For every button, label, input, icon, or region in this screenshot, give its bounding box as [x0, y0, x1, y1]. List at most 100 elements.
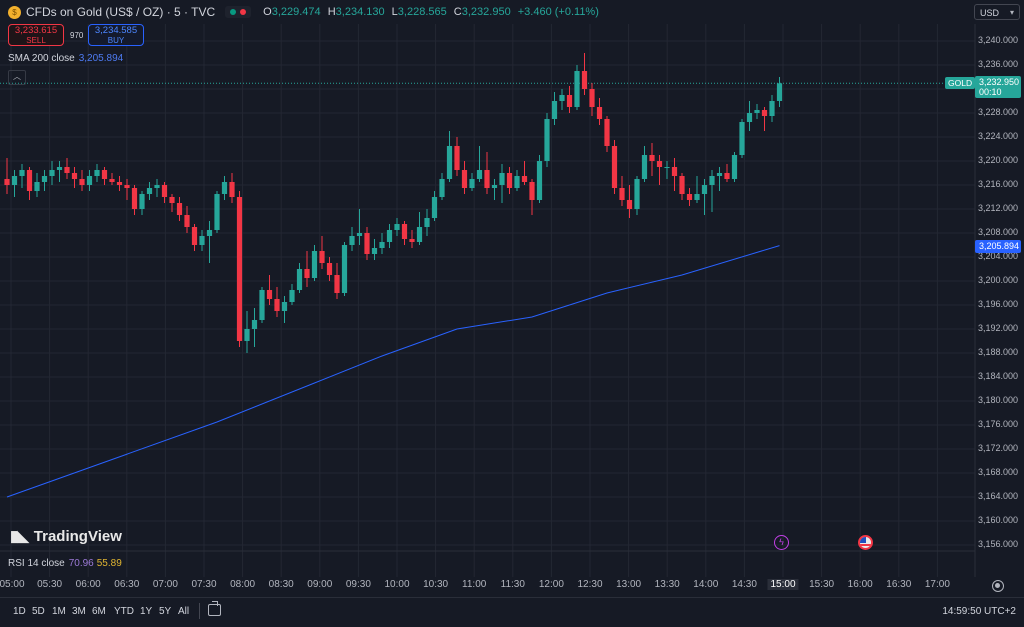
- session-icon: [240, 9, 247, 15]
- time-axis-label: 11:00: [462, 579, 487, 590]
- candle-down: [611, 146, 618, 188]
- price-axis-label: 3,180.000: [978, 395, 1019, 405]
- sma-legend[interactable]: SMA 200 close 3,205.894: [8, 53, 123, 64]
- candle-down: [109, 179, 115, 182]
- range-button-6m[interactable]: 6M: [92, 606, 106, 617]
- candle-down: [686, 194, 693, 200]
- candle-down: [79, 179, 85, 185]
- logo-text: TradingView: [33, 527, 122, 545]
- market-open-icon: [230, 9, 237, 15]
- candle-up: [701, 185, 708, 194]
- time-axis-label: 16:30: [886, 579, 912, 590]
- time-axis-label: 12:30: [577, 579, 603, 590]
- candle-up: [386, 230, 393, 242]
- market-status[interactable]: [225, 6, 252, 18]
- price-axis-label: 3,160.000: [978, 515, 1019, 525]
- last-price-value: 3,232.950: [979, 77, 1020, 87]
- candle-up: [251, 320, 258, 329]
- candle-up: [439, 179, 445, 197]
- buy-button[interactable]: 3,234.585 BUY: [88, 24, 144, 46]
- collapse-legend-button[interactable]: ︿: [8, 70, 26, 85]
- candle-down: [401, 224, 408, 239]
- currency-selector[interactable]: USD ▾: [974, 4, 1020, 20]
- candle-down: [176, 203, 183, 215]
- candle-down: [116, 182, 123, 185]
- candle-up: [491, 185, 498, 188]
- candle-down: [64, 167, 70, 173]
- candle-up: [34, 182, 40, 191]
- candle-down: [326, 263, 333, 275]
- rsi-legend-label: RSI 14 close: [8, 558, 65, 569]
- sma-price-tag: 3,205.894: [975, 240, 1021, 253]
- us-flag-event-icon[interactable]: [858, 535, 873, 550]
- candle-down: [304, 269, 310, 278]
- range-button-1y[interactable]: 1Y: [140, 606, 153, 617]
- candle-down: [334, 275, 340, 293]
- candle-up: [754, 110, 760, 113]
- range-button-ytd[interactable]: YTD: [114, 606, 134, 617]
- sma-200-line: [6, 245, 780, 498]
- candle-down: [274, 299, 280, 311]
- candle-down: [101, 170, 108, 179]
- price-axis-label: 3,200.000: [978, 275, 1019, 285]
- time-axis-label: 10:30: [423, 579, 449, 590]
- time-axis-label: 09:00: [307, 579, 333, 590]
- candle-up: [311, 251, 318, 278]
- sell-button[interactable]: 3,233.615 SELL: [8, 24, 64, 46]
- price-axis-label: 3,196.000: [978, 299, 1019, 309]
- rsi-legend[interactable]: RSI 14 close 70.96 55.89: [8, 558, 122, 569]
- time-axis[interactable]: 05:00 05:30 06:00 06:30 07:00 07:30 08:00 08:30…: [0, 577, 970, 595]
- candle-up: [574, 71, 580, 107]
- price-axis-label: 3,208.000: [978, 227, 1019, 237]
- candle-down: [409, 239, 415, 242]
- time-axis-label: 13:30: [654, 579, 680, 590]
- chart-grid: [0, 24, 975, 577]
- range-button-1d[interactable]: 1D: [13, 606, 26, 617]
- candle-up: [244, 329, 250, 341]
- settings-gear-icon[interactable]: [992, 580, 1004, 592]
- candle-down: [581, 71, 588, 89]
- time-axis-label: 06:30: [114, 579, 140, 590]
- candle-down: [454, 146, 460, 170]
- toolbar-divider: [199, 603, 200, 619]
- candle-up: [634, 179, 640, 209]
- ohlc-close-key: C: [453, 6, 462, 18]
- bottom-toolbar: 14:59:50 UTC+2 1D 5D 1M 3M 6M YTD 1Y 5Y All: [0, 597, 1024, 627]
- time-axis-label: 15:30: [809, 579, 835, 590]
- candle-down: [124, 185, 130, 188]
- symbol-title[interactable]: CFDs on Gold (US$ / OZ) · 5 · TVC: [26, 5, 216, 19]
- ohlc-open-key: O: [263, 6, 272, 18]
- candle-down: [626, 200, 633, 209]
- date-range-icon[interactable]: [208, 601, 221, 616]
- time-axis-label: 12:00: [538, 579, 564, 590]
- candle-down: [724, 173, 730, 179]
- range-button-5d[interactable]: 5D: [32, 606, 45, 617]
- time-axis-label: 08:30: [268, 579, 294, 590]
- range-button-1m[interactable]: 1M: [52, 606, 66, 617]
- clock[interactable]: 14:59:50 UTC+2: [942, 606, 1016, 617]
- price-axis-label: 3,176.000: [978, 419, 1019, 429]
- candlestick-series: [4, 53, 783, 353]
- candle-down: [184, 215, 190, 227]
- lightning-event-icon[interactable]: ϟ: [774, 535, 789, 550]
- tradingview-logo[interactable]: ▮◣ TradingView: [10, 527, 122, 546]
- candle-down: [161, 185, 168, 197]
- candle-down: [589, 89, 595, 107]
- range-button-3m[interactable]: 3M: [72, 606, 86, 617]
- candle-up: [94, 170, 100, 176]
- candle-down: [596, 107, 603, 119]
- range-button-all[interactable]: All: [178, 606, 190, 617]
- candle-up: [356, 233, 363, 236]
- candle-up: [739, 122, 745, 155]
- price-axis-label: 3,172.000: [978, 443, 1019, 453]
- candle-up: [49, 170, 55, 176]
- candle-down: [656, 161, 663, 167]
- candle-down: [191, 227, 198, 245]
- candle-up: [199, 236, 205, 245]
- range-button-5y[interactable]: 5Y: [159, 606, 172, 617]
- candle-down: [169, 197, 175, 203]
- candle-up: [221, 182, 228, 194]
- candle-up: [536, 161, 543, 200]
- gold-symbol-icon: $: [8, 5, 21, 19]
